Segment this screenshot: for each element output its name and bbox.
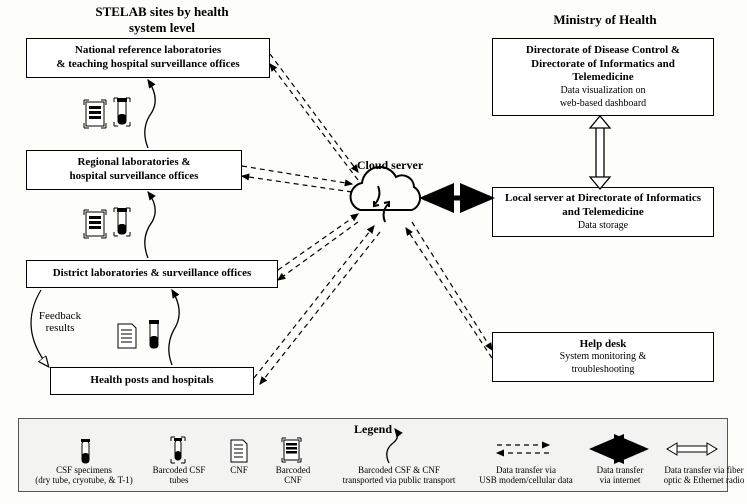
legend-box: Legend <box>18 418 728 492</box>
transport-arrow-1 <box>145 80 155 148</box>
box-local-sub: Data storage <box>501 220 705 233</box>
legend-csf-icon <box>81 439 90 463</box>
header-right: Ministry of Health <box>520 12 690 28</box>
legend-title: Legend <box>19 422 727 437</box>
arrow-hollow-directorate-local <box>590 116 610 189</box>
transport-arrow-3 <box>169 290 179 365</box>
legend-item-4: Barcoded CSF & CNFtransported via public… <box>329 466 469 486</box>
box-regional: Regional laboratories &hospital surveill… <box>26 150 242 190</box>
box-help-title: Help desk <box>501 338 705 352</box>
legend-dashed-arrow-icon <box>497 445 549 453</box>
box-directorate: Directorate of Disease Control &Director… <box>492 38 714 116</box>
box-posts-title: Health posts and hospitals <box>59 374 245 388</box>
legend-hollow-arrow-icon <box>667 443 717 455</box>
box-national: National reference laboratories& teachin… <box>26 38 270 78</box>
box-directorate-title: Directorate of Disease Control &Director… <box>501 44 705 85</box>
header-left: STELAB sites by healthsystem level <box>72 4 252 36</box>
iconset-3 <box>118 320 159 348</box>
box-regional-title: Regional laboratories &hospital surveill… <box>35 156 233 184</box>
box-local-title: Local server at Directorate of Informati… <box>501 192 705 220</box>
box-national-title: National reference laboratories& teachin… <box>35 44 261 72</box>
box-local: Local server at Directorate of Informati… <box>492 187 714 237</box>
legend-item-1: Barcoded CSFtubes <box>143 466 215 486</box>
cloud-label: Cloud server <box>345 158 435 173</box>
box-posts: Health posts and hospitals <box>50 367 254 395</box>
feedback-label: Feedbackresults <box>30 310 90 334</box>
transport-arrow-2 <box>145 192 155 258</box>
legend-item-3: BarcodedCNF <box>265 466 321 486</box>
legend-item-5: Data transfer viaUSB modem/cellular data <box>471 466 581 486</box>
iconset-1 <box>84 98 130 128</box>
legend-item-7: Data transfer via fiberoptic & Ethernet … <box>651 466 747 486</box>
box-help: Help desk System monitoring &troubleshoo… <box>492 332 714 382</box>
box-district: District laboratories & surveillance off… <box>26 260 278 288</box>
cloud-icon <box>351 167 420 222</box>
legend-item-2: CNF <box>219 466 259 476</box>
legend-item-6: Data transfervia internet <box>585 466 655 486</box>
legend-cnf-icon <box>231 440 247 462</box>
box-directorate-sub: Data visualization onweb-based dashboard <box>501 85 705 110</box>
box-help-sub: System monitoring &troubleshooting <box>501 351 705 376</box>
iconset-2 <box>84 208 130 238</box>
legend-barcoded-cnf-icon <box>282 438 301 462</box>
box-district-title: District laboratories & surveillance off… <box>35 267 269 281</box>
legend-item-0: CSF specimens(dry tube, cryotube, & T-1) <box>29 466 139 486</box>
legend-barcoded-csf-icon <box>171 437 185 463</box>
